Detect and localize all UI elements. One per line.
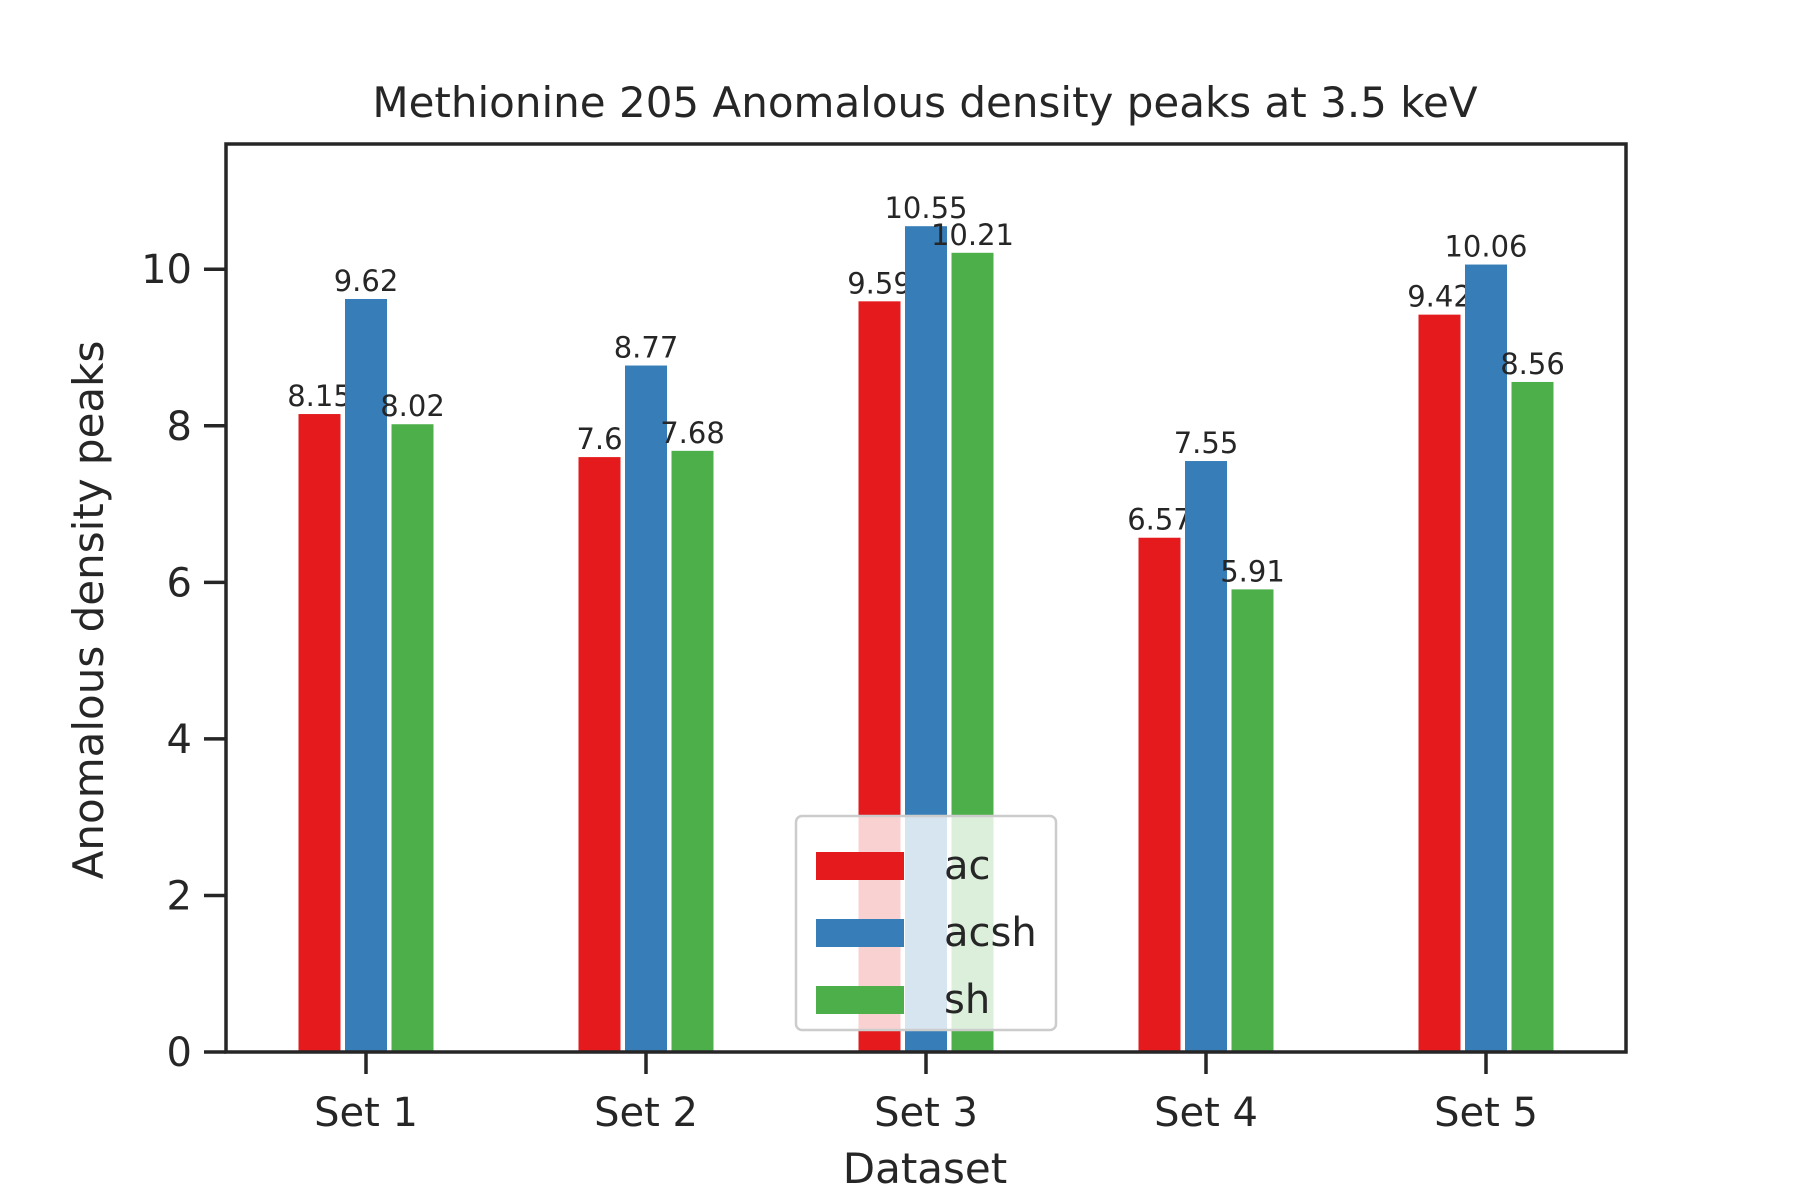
legend-swatch-ac — [816, 852, 904, 880]
bar-value-label: 10.55 — [884, 191, 967, 225]
bar-value-label: 8.77 — [614, 331, 679, 365]
bar-ac-2 — [578, 457, 621, 1052]
x-tick-label: Set 3 — [874, 1090, 978, 1136]
bar-sh-4 — [1231, 589, 1274, 1052]
bar-value-label: 8.02 — [380, 389, 445, 423]
bar-ac-5 — [1418, 314, 1461, 1053]
legend-label-acsh: acsh — [944, 910, 1037, 956]
bar-acsh-1 — [345, 298, 387, 1052]
chart-title: Methionine 205 Anomalous density peaks a… — [372, 78, 1478, 127]
x-tick-label: Set 4 — [1154, 1090, 1258, 1136]
y-axis-title: Anomalous density peaks — [64, 341, 113, 880]
legend-label-ac: ac — [944, 843, 991, 889]
bar-value-label: 7.6 — [576, 422, 622, 456]
y-tick-label: 6 — [167, 560, 192, 606]
y-tick-label: 4 — [167, 717, 192, 763]
x-axis-title: Dataset — [843, 1144, 1007, 1193]
bar-acsh-4 — [1185, 461, 1227, 1053]
bar-ac-1 — [298, 414, 341, 1052]
bar-value-label: 7.68 — [660, 416, 725, 450]
legend-label-sh: sh — [944, 977, 990, 1023]
bar-sh-1 — [391, 424, 434, 1052]
bar-value-label: 5.91 — [1220, 554, 1285, 588]
bar-value-label: 9.62 — [334, 264, 399, 298]
legend-swatch-acsh — [816, 919, 904, 947]
bar-sh-2 — [671, 450, 714, 1052]
x-tick-label: Set 5 — [1434, 1090, 1538, 1136]
bar-value-label: 8.15 — [287, 379, 352, 413]
bar-value-label: 10.06 — [1444, 230, 1527, 264]
bar-value-label: 9.59 — [847, 266, 912, 300]
bar-ac-4 — [1138, 537, 1181, 1052]
legend: ac acsh sh — [794, 814, 1058, 1032]
bar-value-label: 10.21 — [931, 218, 1014, 252]
x-tick-label: Set 2 — [594, 1090, 698, 1136]
y-tick-label: 0 — [167, 1030, 192, 1076]
axes-layer: 0 2 4 6 8 10 Set 1 Set 2 Set 3 Set 4 Set 5 — [141, 142, 1628, 1136]
y-tick-label: 2 — [167, 873, 192, 919]
bar-value-label: 8.56 — [1500, 347, 1565, 381]
y-tick-label: 10 — [141, 247, 192, 293]
bar-acsh-5 — [1465, 264, 1507, 1053]
legend-swatch-sh — [816, 986, 904, 1014]
bar-value-label: 9.42 — [1407, 280, 1472, 314]
bar-value-label: 6.57 — [1127, 503, 1192, 537]
bar-acsh-2 — [625, 365, 667, 1052]
bar-sh-5 — [1511, 381, 1554, 1052]
bar-value-label: 7.55 — [1174, 426, 1239, 460]
x-tick-label: Set 1 — [314, 1090, 418, 1136]
y-tick-label: 8 — [167, 404, 192, 450]
